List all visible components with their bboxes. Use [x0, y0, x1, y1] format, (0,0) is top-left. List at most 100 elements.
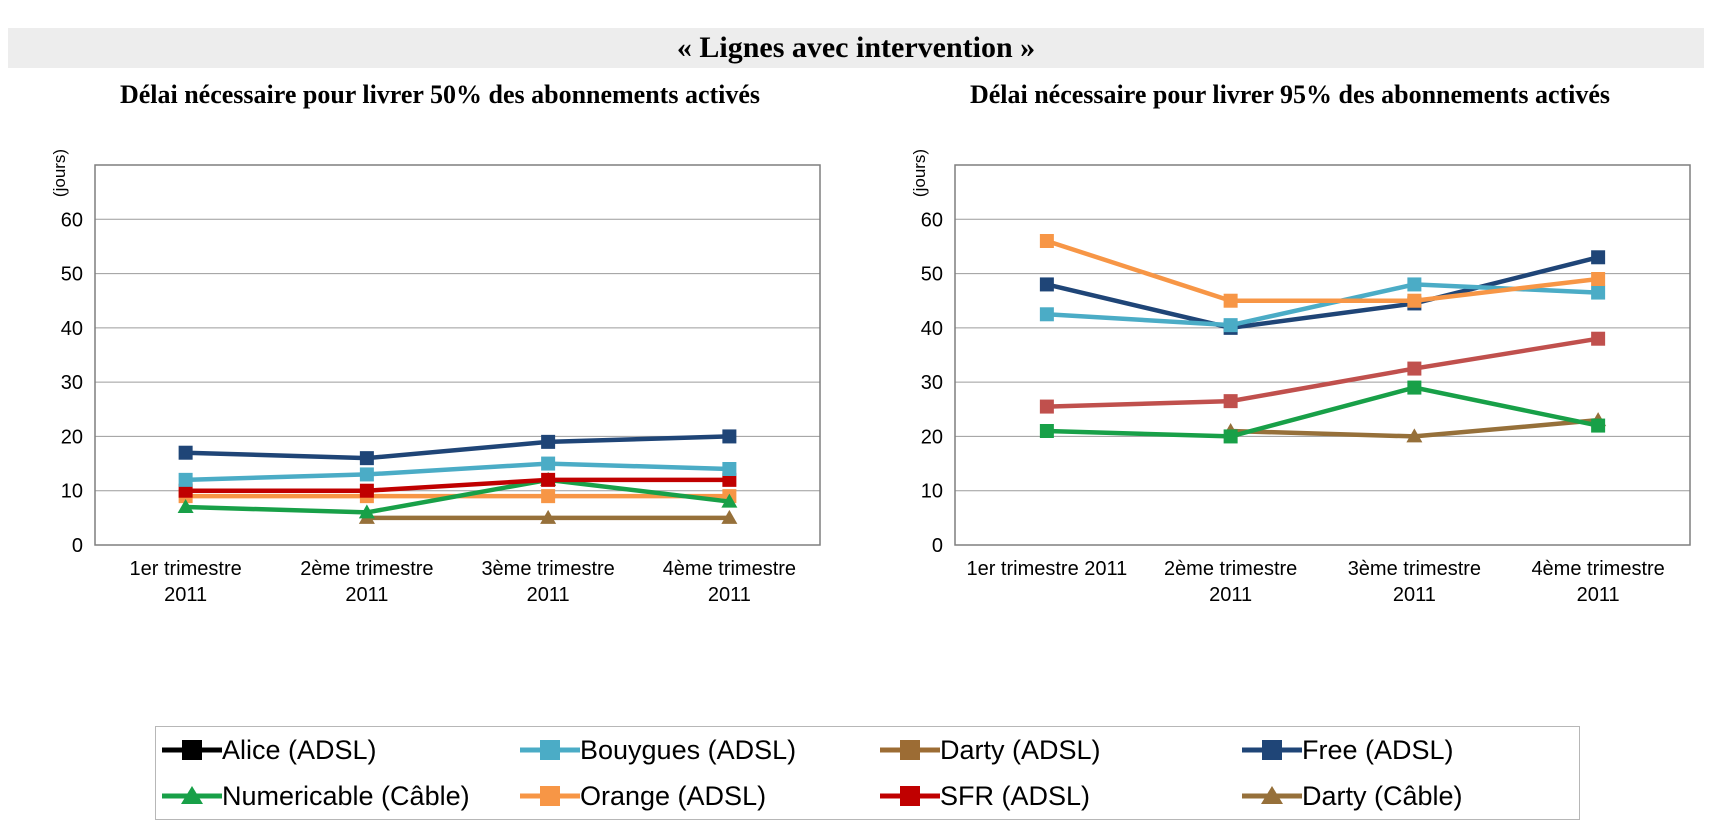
y-axis-unit-label: (jours)	[50, 149, 69, 197]
data-point	[359, 451, 374, 466]
legend-triangle-marker-icon	[1242, 786, 1302, 804]
x-axis-label: 4ème trimestre	[663, 558, 796, 580]
data-point	[1039, 234, 1054, 248]
legend-label: Darty (ADSL)	[940, 734, 1101, 765]
data-point	[1591, 331, 1606, 346]
data-point	[1591, 250, 1606, 265]
series-line-sfr-adsl	[178, 472, 737, 498]
series-line-free-adsl	[1039, 250, 1606, 335]
y-axis-unit-label: (jours)	[910, 149, 929, 197]
data-point	[540, 509, 557, 524]
legend-item-bouygues-adsl: Bouygues (ADSL)	[520, 734, 880, 765]
legend-triangle-marker-icon	[162, 786, 222, 804]
legend-square-marker-icon	[520, 786, 580, 806]
y-tick-label: 20	[61, 426, 83, 448]
data-point	[541, 472, 556, 487]
y-tick-label: 30	[921, 372, 943, 394]
x-axis-label: 1er trimestre	[130, 558, 242, 580]
y-tick-label: 40	[61, 318, 83, 340]
data-point	[1591, 272, 1606, 286]
data-point	[721, 493, 738, 508]
data-point	[178, 445, 193, 460]
y-tick-label: 10	[61, 481, 83, 503]
y-tick-label: 60	[921, 209, 943, 231]
data-point	[722, 429, 737, 444]
data-point	[178, 472, 193, 487]
legend-shape	[540, 740, 560, 760]
line-chart-50-percent: 0 10 20 30 40 50 60 (jours) 1er trimestre 2011 2èm…	[50, 149, 821, 606]
data-point	[1407, 293, 1422, 308]
legend-square-marker-icon	[880, 740, 940, 760]
legend-shape	[900, 786, 920, 806]
x-axis-label: 3ème trimestre	[481, 558, 614, 580]
data-point	[1406, 428, 1423, 443]
y-tick-label: 30	[61, 372, 83, 394]
data-point	[1039, 307, 1054, 322]
series-line-bouygues-adsl	[178, 456, 737, 487]
data-point	[1407, 361, 1422, 376]
series-path	[1046, 336, 1599, 409]
series-path	[1046, 385, 1599, 439]
data-point	[1039, 277, 1054, 292]
legend-label: Orange (ADSL)	[580, 780, 767, 811]
legend-shape	[182, 740, 202, 760]
data-point	[541, 434, 556, 449]
data-point	[722, 462, 737, 476]
y-tick-label: 50	[921, 264, 943, 286]
data-point	[177, 499, 194, 513]
legend-label: Darty (Câble)	[1302, 780, 1463, 811]
data-point	[1407, 380, 1422, 395]
series-path	[185, 461, 730, 483]
data-point	[722, 472, 737, 487]
legend-item-sfr-adsl: SFR (ADSL)	[880, 780, 1242, 811]
legend-label: Bouygues (ADSL)	[580, 734, 797, 765]
data-point	[359, 483, 374, 498]
legend-shape	[900, 740, 920, 760]
x-axis-label: 2011	[1393, 584, 1436, 606]
series-path	[185, 477, 730, 493]
legend-square-marker-icon	[880, 786, 940, 806]
x-axis-label: 2011	[708, 584, 751, 606]
x-axis-label: 2011	[1577, 584, 1620, 606]
data-point	[359, 467, 374, 482]
legend: Alice (ADSL) Bouygues (ADSL) Darty (ADSL) F…	[155, 726, 1580, 820]
series-line-darty-c-ble	[358, 509, 738, 524]
legend-shape	[540, 786, 560, 806]
data-point	[1591, 285, 1606, 300]
legend-label: Alice (ADSL)	[222, 734, 377, 765]
data-point	[1223, 318, 1238, 333]
x-axis-label: 4ème trimestre	[1531, 558, 1664, 580]
x-axis-label: 2011	[164, 584, 207, 606]
series-path	[185, 477, 730, 515]
x-axis-label: 2ème trimestre	[1164, 558, 1297, 580]
series-line-orange-adsl	[1039, 234, 1606, 308]
chart-title-50-percent: Délai nécessaire pour livrer 50% des abo…	[119, 80, 761, 109]
legend-item-darty-c-ble: Darty (Câble)	[1242, 780, 1579, 811]
y-tick-label: 20	[921, 426, 943, 448]
legend-item-orange-adsl: Orange (ADSL)	[520, 780, 880, 811]
y-tick-label: 50	[61, 264, 83, 286]
data-point	[1223, 394, 1238, 409]
chart-title-95-percent: Délai nécessaire pour livrer 95% des abo…	[969, 80, 1611, 109]
x-axis-label: 2011	[345, 584, 388, 606]
x-axis-label: 2ème trimestre	[300, 558, 433, 580]
data-point	[1223, 293, 1238, 308]
data-point	[1591, 418, 1606, 433]
legend-label: Free (ADSL)	[1302, 734, 1454, 765]
data-point	[541, 489, 556, 504]
legend-item-alice-adsl: Alice (ADSL)	[162, 734, 520, 765]
data-point	[1039, 399, 1054, 414]
data-point	[178, 483, 193, 498]
series-line-sfr-adsl	[1039, 331, 1606, 414]
plot-border	[954, 164, 1691, 546]
series-line-numericable-c-ble	[1039, 380, 1606, 444]
x-axis-label: 1er trimestre 2011	[966, 558, 1127, 580]
legend-label: SFR (ADSL)	[940, 780, 1091, 811]
series-path	[185, 434, 730, 461]
data-point	[1407, 277, 1422, 292]
data-point	[1039, 424, 1054, 438]
x-axis-label: 3ème trimestre	[1348, 558, 1481, 580]
legend-item-numericable-c-ble: Numericable (Câble)	[162, 782, 520, 810]
y-tick-label: 40	[921, 318, 943, 340]
